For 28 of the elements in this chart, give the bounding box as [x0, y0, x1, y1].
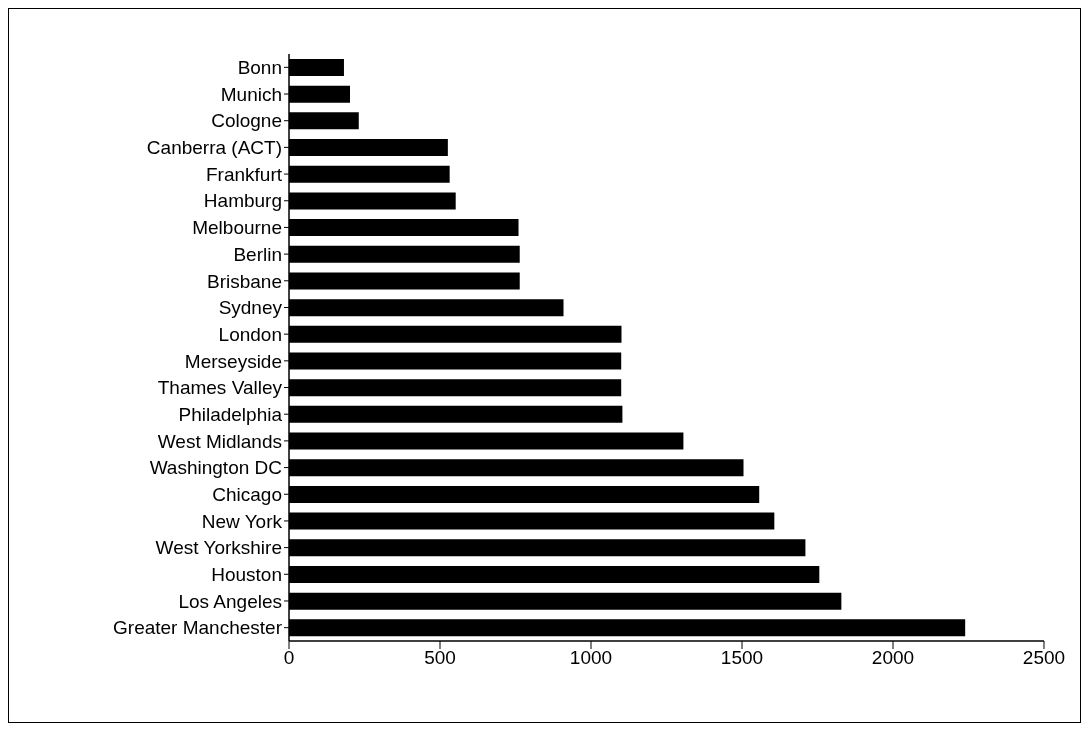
- x-tick-label: 0: [283, 647, 295, 669]
- y-tick-label: Chicago: [212, 483, 282, 505]
- y-tick-label: Berlin: [233, 243, 282, 265]
- y-tick-label: Cologne: [211, 110, 282, 132]
- x-tick-label: 500: [424, 647, 456, 669]
- x-tick-label: 1500: [720, 647, 764, 669]
- y-tick-label: Bonn: [237, 57, 282, 79]
- y-tick-label: Houston: [211, 564, 282, 586]
- y-tick-label: Brisbane: [207, 270, 282, 292]
- y-tick-label: Greater Manchester: [113, 617, 283, 639]
- y-tick-label: Philadelphia: [178, 403, 283, 425]
- y-tick-label: West Midlands: [157, 430, 282, 452]
- y-tick-label: Munich: [220, 83, 282, 105]
- y-tick-label: Hamburg: [203, 190, 282, 212]
- y-tick-label: London: [218, 323, 282, 345]
- y-tick-label: Sydney: [218, 297, 283, 319]
- y-tick-label: West Yorkshire: [155, 537, 282, 559]
- y-tick-label: Thames Valley: [157, 377, 283, 399]
- y-tick-label: Melbourne: [192, 217, 282, 239]
- y-tick-label: New York: [201, 510, 283, 532]
- x-tick-label: 1000: [569, 647, 613, 669]
- y-tick-label: Los Angeles: [178, 590, 282, 612]
- y-tick-label: Washington DC: [149, 457, 282, 479]
- y-tick-label: Merseyside: [184, 350, 282, 372]
- x-tick-label: 2500: [1022, 647, 1066, 669]
- y-tick-label: Frankfurt: [205, 163, 283, 185]
- x-tick-label: 2000: [871, 647, 915, 669]
- y-tick-label: Canberra (ACT): [146, 137, 282, 159]
